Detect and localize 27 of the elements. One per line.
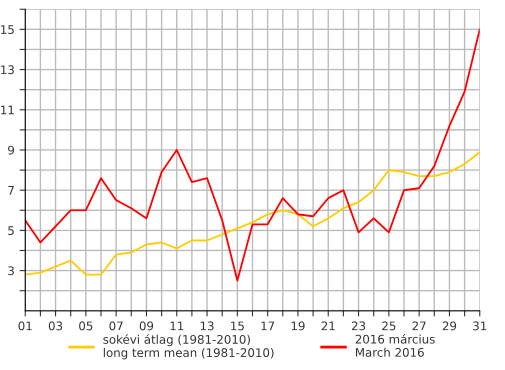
x-tick-label: 07 (109, 321, 123, 330)
line-series (25, 151, 480, 276)
x-tick-label: 31 (473, 321, 486, 330)
x-tick-label: 23 (352, 321, 366, 330)
y-tick-label: 7 (8, 186, 14, 195)
x-tick-label: 13 (200, 321, 214, 330)
x-tick-label: 03 (48, 321, 62, 330)
x-tick-label: 17 (261, 322, 274, 330)
x-tick-label: 09 (140, 321, 154, 330)
x-tick-label: 25 (382, 321, 396, 330)
x-tick-label: 21 (322, 321, 335, 330)
x-tick-label: 01 (18, 321, 32, 330)
y-tick-label: 15 (1, 25, 14, 34)
x-tick-label: 27 (412, 321, 426, 330)
x-tick-label: 11 (170, 322, 184, 330)
x-tick-label: 19 (292, 321, 305, 330)
y-tick-label: 11 (1, 106, 14, 114)
legend-label: 2016 március March 2016 (356, 334, 435, 357)
y-tick-label: 5 (8, 226, 14, 236)
x-tick-label: 15 (231, 322, 244, 330)
y-tick-label: 13 (1, 65, 14, 74)
x-tick-label: 29 (442, 321, 456, 330)
x-tick-label: 05 (79, 321, 92, 330)
y-tick-label: 9 (8, 146, 14, 155)
line-series (25, 28, 480, 282)
y-tick-label: 3 (8, 266, 14, 276)
legend-label: sokévi átlag (1981-2010) long term mean (1981-2010) (103, 334, 274, 360)
